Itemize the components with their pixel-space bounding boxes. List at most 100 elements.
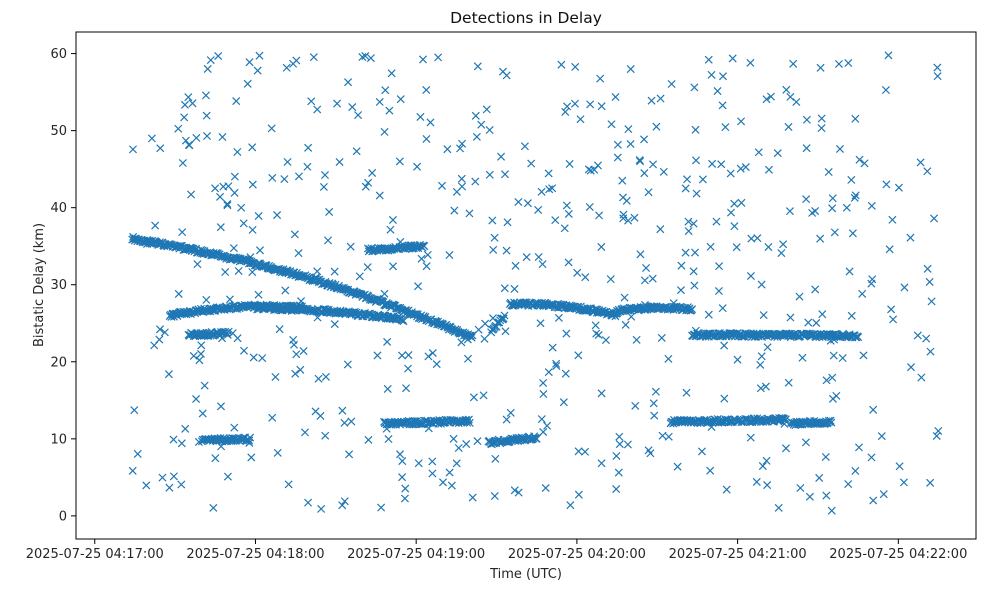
data-point-2060 — [192, 394, 201, 404]
data-point-2117 — [479, 391, 488, 400]
data-point-2064 — [426, 118, 435, 127]
data-point-1692 — [420, 242, 429, 251]
data-point-1836 — [763, 481, 772, 490]
data-point-2031 — [506, 408, 515, 417]
data-point-2073 — [626, 65, 635, 74]
data-point-2179 — [746, 433, 755, 442]
data-point-2109 — [239, 346, 249, 355]
data-point-2020 — [206, 56, 215, 65]
data-point-2086 — [586, 100, 595, 109]
data-point-1925 — [443, 145, 452, 154]
data-point-1841 — [848, 229, 857, 238]
data-point-1910 — [458, 139, 467, 148]
data-point-1736 — [551, 216, 560, 225]
data-point-1873 — [828, 204, 837, 213]
data-point-141 — [246, 259, 255, 268]
data-point-2163 — [202, 111, 211, 120]
data-point-1959 — [851, 466, 860, 475]
data-point-2157 — [340, 497, 349, 506]
data-point-1730 — [538, 260, 547, 269]
data-point-2180 — [581, 447, 590, 456]
data-point-1695 — [673, 462, 682, 471]
data-point-1784 — [368, 168, 377, 177]
data-point-1708 — [463, 335, 472, 344]
data-point-1747 — [664, 354, 673, 363]
data-point-2136 — [281, 286, 290, 295]
data-point-2100 — [216, 192, 225, 201]
data-point-2240 — [676, 286, 685, 295]
data-point-2093 — [860, 159, 869, 168]
data-point-2113 — [932, 431, 941, 440]
data-point-1939 — [574, 351, 583, 360]
data-point-1943 — [156, 144, 165, 153]
data-point-2199 — [465, 209, 474, 218]
data-point-2205 — [201, 91, 210, 100]
data-point-1884 — [181, 136, 190, 145]
data-point-1949 — [230, 423, 239, 432]
data-point-2176 — [539, 378, 548, 388]
data-point-2149 — [203, 132, 212, 141]
data-point-1847 — [502, 415, 511, 424]
data-point-1891 — [316, 411, 325, 420]
data-point-2065 — [398, 457, 407, 466]
data-point-1990 — [381, 86, 390, 95]
data-point-1734 — [834, 59, 843, 69]
data-point-2242 — [485, 126, 494, 135]
data-point-1853 — [184, 140, 193, 149]
data-point-1814 — [338, 501, 347, 510]
data-point-2155 — [438, 478, 448, 487]
data-point-1828 — [184, 93, 193, 102]
data-point-2192 — [364, 435, 373, 444]
data-point-1783 — [822, 491, 831, 500]
x-tick-label-2: 2025-07-25 04:19:00 — [347, 547, 485, 562]
data-point-1722 — [320, 170, 330, 180]
y-axis: 0 10 20 30 40 50 60 — [50, 47, 76, 524]
y-axis-title: Bistatic Delay (km) — [32, 223, 47, 347]
data-point-2139 — [471, 177, 480, 186]
data-point-1733 — [827, 506, 836, 515]
data-point-1775 — [889, 315, 898, 324]
data-point-2226 — [147, 134, 156, 143]
data-point-850 — [583, 304, 592, 313]
data-point-1822 — [537, 415, 546, 424]
data-point-1803 — [706, 242, 715, 251]
data-point-2241 — [612, 485, 621, 494]
data-point-2243 — [180, 100, 189, 109]
data-point-2162 — [289, 59, 298, 68]
data-point-1917 — [151, 221, 160, 230]
data-point-1811 — [554, 313, 563, 322]
data-point-2210 — [477, 120, 486, 129]
data-point-1831 — [422, 262, 431, 271]
data-point-1824 — [468, 493, 477, 502]
data-point-2166 — [449, 434, 458, 443]
data-point-1901 — [881, 86, 890, 95]
data-point-2172 — [313, 105, 322, 114]
data-point-1927 — [380, 289, 389, 298]
x-tick-label-4: 2025-07-25 04:21:00 — [669, 547, 807, 562]
data-point-2106 — [640, 276, 649, 285]
data-point-2084 — [399, 317, 408, 326]
data-point-2015 — [564, 209, 573, 218]
data-point-1967 — [174, 124, 183, 133]
data-point-2152 — [601, 336, 610, 345]
y-tick-label-6: 60 — [50, 47, 67, 62]
data-point-1731 — [648, 274, 657, 283]
data-point-2182 — [462, 440, 471, 449]
data-point-2050 — [741, 163, 750, 172]
data-point-975 — [688, 305, 697, 314]
data-point-1827 — [758, 462, 767, 471]
data-point-2028 — [223, 472, 232, 481]
data-point-2158 — [811, 207, 820, 216]
data-point-1753 — [296, 365, 305, 374]
data-point-2140 — [397, 351, 407, 360]
data-point-2146 — [473, 437, 482, 446]
data-point-2014 — [707, 422, 716, 432]
data-point-1881 — [899, 478, 908, 487]
data-point-2154 — [500, 284, 509, 293]
data-point-1909 — [402, 384, 411, 393]
data-point-2092 — [488, 216, 497, 225]
data-point-1742 — [267, 124, 276, 133]
data-point-1952 — [321, 372, 330, 381]
data-point-2022 — [416, 112, 425, 121]
data-point-1786 — [563, 102, 572, 111]
